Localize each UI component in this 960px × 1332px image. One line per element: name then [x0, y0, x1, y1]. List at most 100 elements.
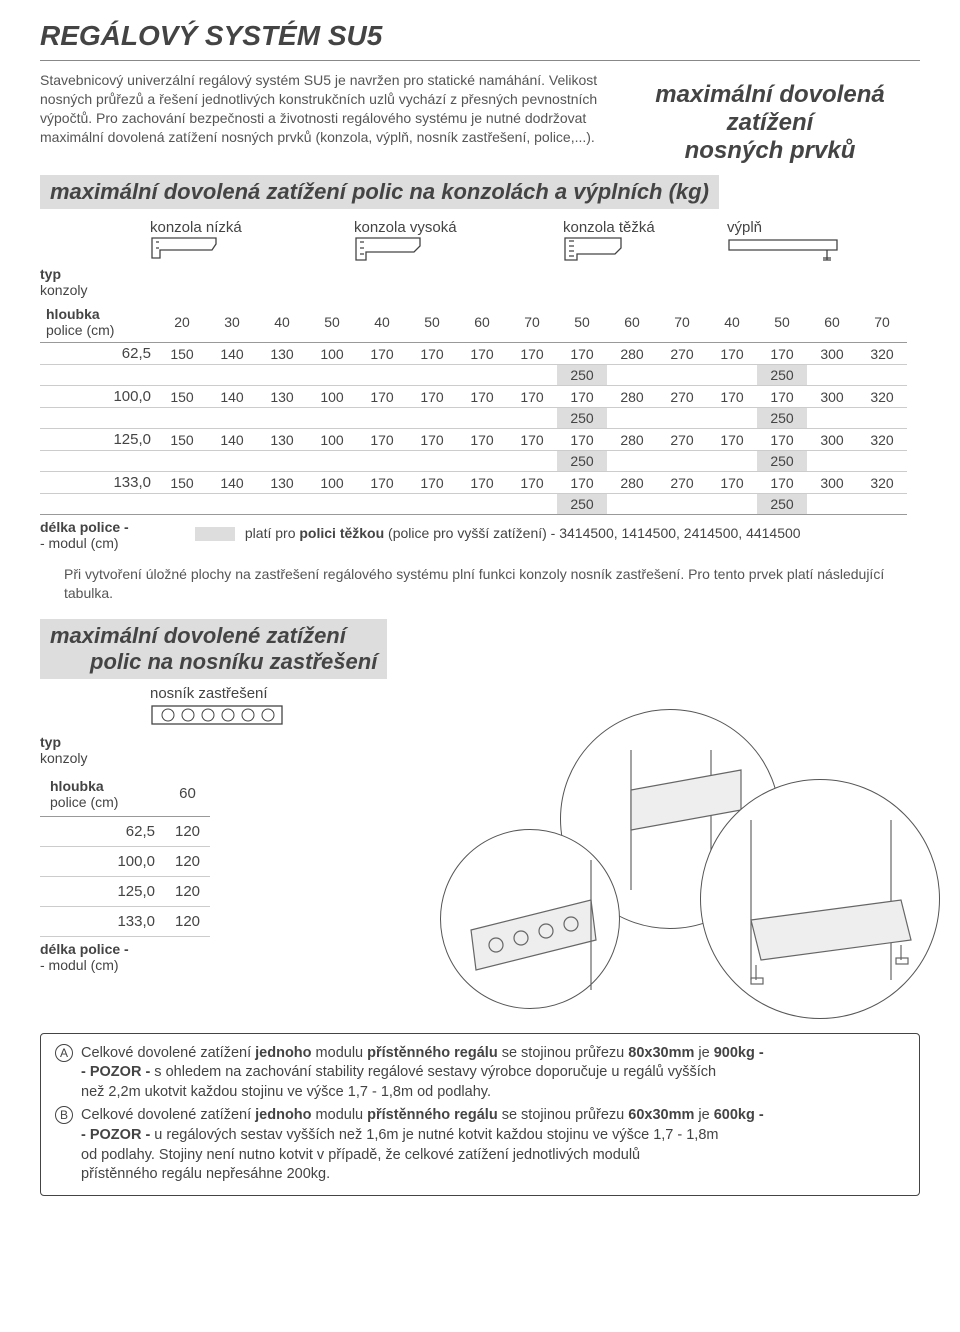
- table-row: 125,015014013010017017017017017028027017…: [40, 429, 907, 451]
- sec2-h-l2: polic na nosníku zastřešení: [50, 649, 377, 675]
- row-length: 62,5: [40, 816, 165, 846]
- cell: [507, 365, 557, 386]
- row-length: 125,0: [40, 876, 165, 906]
- cell: [207, 494, 257, 515]
- cell: 170: [357, 343, 407, 365]
- depth-6: 60: [457, 304, 507, 343]
- bracket-icons-row: [150, 236, 920, 266]
- row-length: 100,0: [40, 386, 157, 408]
- vysoka-icon: [354, 236, 424, 262]
- cell: 300: [807, 343, 857, 365]
- note-a: A Celkové dovolené zatížení jednoho modu…: [55, 1044, 905, 1103]
- cell: 170: [507, 429, 557, 451]
- cell: [707, 408, 757, 429]
- cell: [257, 494, 307, 515]
- cell: [357, 408, 407, 429]
- colgroup-tezka: konzola těžká: [563, 219, 723, 236]
- cell: 120: [165, 876, 210, 906]
- cell: 320: [857, 386, 907, 408]
- right-heading: maximální dovolená zatížení nosných prvk…: [620, 71, 920, 165]
- cell: [307, 451, 357, 472]
- cell: 170: [407, 429, 457, 451]
- detail-circle-3: [700, 779, 940, 1019]
- depth-12: 50: [757, 304, 807, 343]
- table-row: 62,5150140130100170170170170170280270170…: [40, 343, 907, 365]
- cell: 320: [857, 429, 907, 451]
- cell: 250: [757, 408, 807, 429]
- cell: 100: [307, 429, 357, 451]
- cell: 250: [757, 365, 807, 386]
- cell: [307, 494, 357, 515]
- hloubka-l2: police (cm): [46, 322, 151, 338]
- cell: 250: [557, 365, 607, 386]
- depth-8: 50: [557, 304, 607, 343]
- cell: 140: [207, 472, 257, 494]
- cell: [357, 494, 407, 515]
- depth-0: 20: [157, 304, 207, 343]
- delka-label-2: délka police - - modul (cm): [40, 941, 145, 973]
- cell: 300: [807, 386, 857, 408]
- typ-konzoly-label: typ konzoly: [40, 266, 145, 298]
- cell: 300: [807, 429, 857, 451]
- legend-swatch: [195, 527, 235, 541]
- cell: 140: [207, 386, 257, 408]
- cell: [807, 408, 857, 429]
- tezka-note-rest: (police pro vyšší zatížení) - 3414500, 1…: [384, 525, 800, 541]
- cell: 170: [507, 386, 557, 408]
- cell: [457, 494, 507, 515]
- illustration-area: [400, 679, 920, 1019]
- row-length: 133,0: [40, 472, 157, 494]
- cell: 250: [757, 451, 807, 472]
- cell: 170: [557, 386, 607, 408]
- cell: 270: [657, 472, 707, 494]
- nosnik-table: hloubka police (cm) 60 62,5120100,012012…: [40, 772, 210, 937]
- bottom-notes-box: A Celkové dovolené zatížení jednoho modu…: [40, 1033, 920, 1196]
- title-rule: [40, 60, 920, 61]
- row-length: 100,0: [40, 846, 165, 876]
- typ-l2: konzoly: [40, 282, 145, 298]
- cell: [657, 365, 707, 386]
- table-row-hl: 250250: [40, 494, 907, 515]
- cell: [857, 451, 907, 472]
- cell: 270: [657, 386, 707, 408]
- depth-7: 70: [507, 304, 557, 343]
- depth-4: 40: [357, 304, 407, 343]
- cell: 170: [457, 386, 507, 408]
- cell: [407, 365, 457, 386]
- cell: [657, 451, 707, 472]
- cell: 170: [407, 343, 457, 365]
- row-length: 133,0: [40, 906, 165, 936]
- cell: 280: [607, 472, 657, 494]
- table-row-hl: 250250: [40, 451, 907, 472]
- cell: 100: [307, 472, 357, 494]
- colgroup-vysoka: konzola vysoká: [354, 219, 559, 236]
- cell: 170: [707, 386, 757, 408]
- bullet-a-icon: A: [55, 1044, 73, 1062]
- table-row-hl: 250250: [40, 408, 907, 429]
- sec2-depth: 60: [165, 772, 210, 817]
- depth-14: 70: [857, 304, 907, 343]
- cell: 170: [407, 472, 457, 494]
- hloubka-l1: hloubka: [46, 306, 100, 322]
- bullet-b-icon: B: [55, 1106, 73, 1124]
- depth-5: 50: [407, 304, 457, 343]
- nosnik-label: nosník zastřešení: [150, 685, 390, 702]
- cell: [207, 408, 257, 429]
- between-paragraph: Při vytvoření úložné plochy na zastřešen…: [64, 565, 920, 603]
- tezka-note-prefix: platí pro: [245, 525, 299, 541]
- main-load-table: hloubka police (cm) 20 30 40 50 40 50 60…: [40, 304, 907, 515]
- cell: 170: [707, 472, 757, 494]
- cell: [857, 494, 907, 515]
- delka-l1: délka police -: [40, 519, 129, 535]
- cell: 300: [807, 472, 857, 494]
- cell: [857, 365, 907, 386]
- cell: 170: [557, 472, 607, 494]
- cell: [257, 451, 307, 472]
- cell: 280: [607, 386, 657, 408]
- cell: [357, 451, 407, 472]
- cell: [807, 451, 857, 472]
- cell: 170: [457, 429, 507, 451]
- nosnik-icon: [150, 702, 390, 730]
- cell: [307, 408, 357, 429]
- cell: [157, 365, 207, 386]
